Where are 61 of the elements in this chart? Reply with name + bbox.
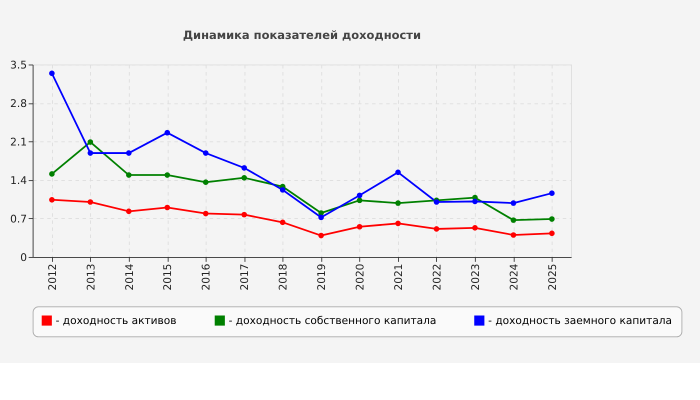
point [356, 224, 362, 230]
x-tick-label: 2023 [470, 264, 482, 291]
point [88, 150, 94, 156]
point [202, 179, 209, 185]
x-tick-label: 2020 [354, 263, 367, 291]
point [126, 150, 132, 156]
point [472, 225, 478, 231]
y-tick-label: 0 [20, 252, 28, 264]
x-tick-label: 2025 [546, 264, 559, 291]
point [202, 210, 209, 216]
point [434, 226, 440, 232]
point [164, 172, 170, 178]
point [241, 175, 247, 181]
point [395, 200, 401, 206]
y-tick-label: 3.5 [10, 60, 27, 72]
point [126, 208, 132, 214]
point [280, 187, 286, 193]
point [356, 192, 362, 198]
point [472, 198, 478, 204]
point [510, 200, 516, 206]
x-tick-label: 2024 [508, 263, 520, 291]
point [510, 232, 516, 238]
x-tick-label: 2013 [85, 264, 98, 291]
point [395, 220, 401, 226]
y-tick-label: 0.7 [10, 213, 27, 226]
x-tick-label: 2021 [393, 264, 406, 291]
legend-label: - доходность активов [56, 315, 176, 328]
point [88, 199, 94, 205]
point [510, 217, 516, 223]
y-tick-label: 2.1 [10, 136, 27, 148]
x-tick-label: 2015 [162, 264, 174, 291]
point [202, 150, 209, 156]
point [49, 70, 55, 76]
point [318, 214, 324, 220]
x-tick-label: 2016 [200, 263, 213, 291]
x-tick-label: 2019 [316, 264, 328, 291]
point [241, 165, 247, 171]
chart-title: Динамика показателей доходности [182, 28, 421, 42]
y-tick-label: 2.8 [10, 98, 27, 110]
x-tick-label: 2014 [124, 263, 136, 291]
legend-label: - доходность собственного капитала [228, 315, 436, 328]
point [549, 190, 555, 196]
point [126, 172, 132, 178]
point [549, 216, 555, 222]
point [280, 220, 286, 226]
point [164, 204, 170, 210]
point [241, 212, 247, 218]
x-tick-label: 2022 [431, 264, 444, 291]
point [395, 170, 401, 176]
point [49, 171, 55, 177]
x-tick-label: 2018 [278, 264, 290, 291]
legend-label: - доходность заемного капитала [488, 315, 672, 328]
point [318, 232, 324, 238]
y-tick-label: 1.4 [10, 174, 28, 187]
point [88, 139, 94, 145]
point [356, 198, 362, 204]
point [549, 230, 555, 236]
x-tick-label: 2017 [239, 264, 252, 291]
point [164, 130, 170, 136]
x-tick-label: 2012 [46, 264, 59, 291]
point [49, 197, 55, 203]
